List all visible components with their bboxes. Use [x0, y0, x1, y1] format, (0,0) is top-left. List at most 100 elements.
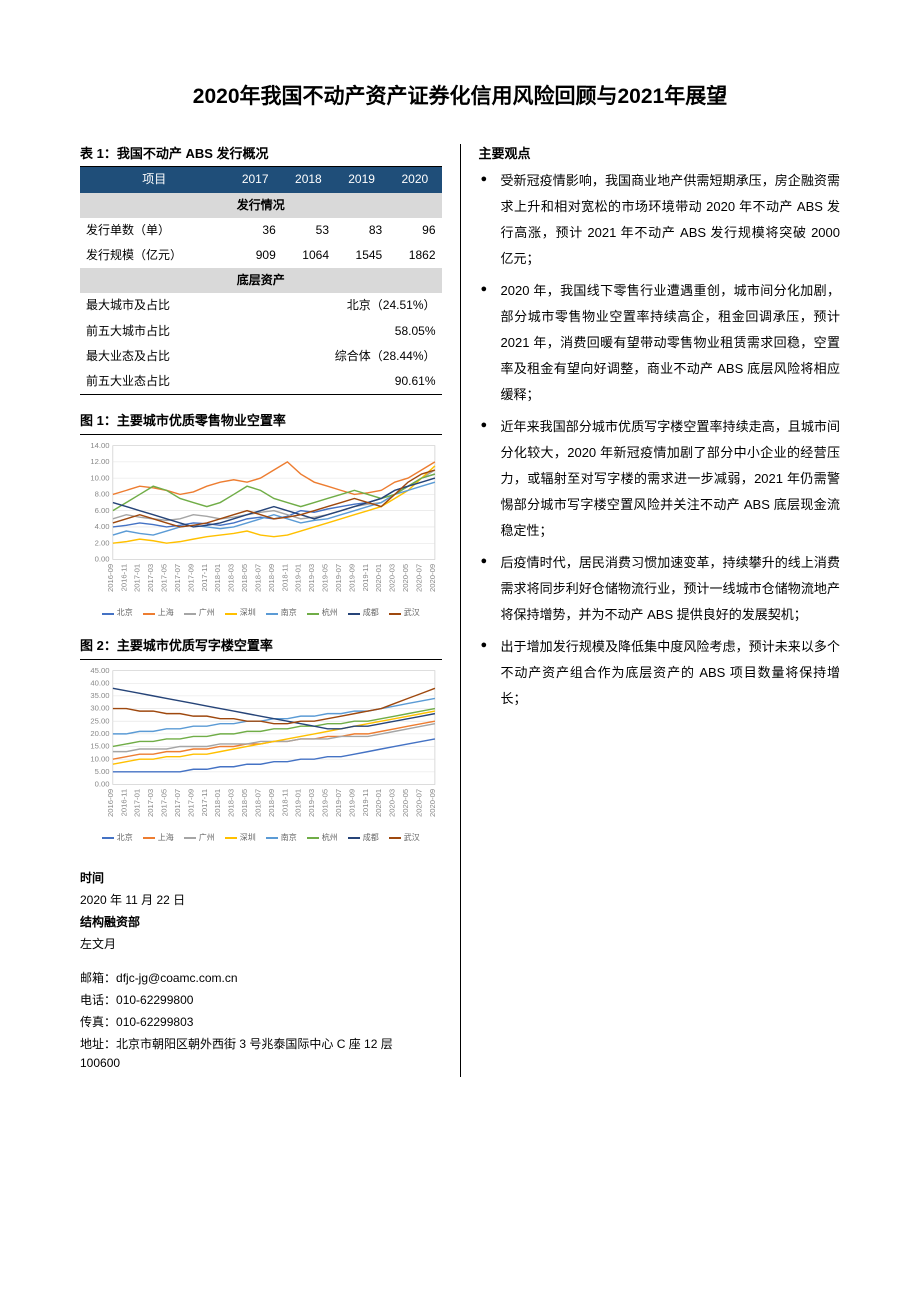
th-2020: 2020 — [388, 167, 441, 192]
svg-text:2017-01: 2017-01 — [133, 789, 142, 817]
table-row: 最大城市及占比北京（24.51%） — [80, 293, 442, 318]
svg-text:2020-05: 2020-05 — [401, 564, 410, 592]
chart1: 0.002.004.006.008.0010.0012.0014.002016-… — [80, 439, 442, 626]
svg-text:2019-07: 2019-07 — [334, 564, 343, 592]
svg-text:2019-09: 2019-09 — [347, 789, 356, 817]
viewpoints-list: 受新冠疫情影响，我国商业地产供需短期承压，房企融资需求上升和相对宽松的市场环境带… — [479, 168, 841, 712]
page-title: 2020年我国不动产资产证券化信用风险回顾与2021年展望 — [80, 80, 840, 114]
svg-text:15.00: 15.00 — [90, 741, 109, 750]
svg-text:2016-09: 2016-09 — [106, 564, 115, 592]
legend-item: 深圳 — [225, 832, 256, 845]
svg-text:35.00: 35.00 — [90, 691, 109, 700]
row-label: 前五大城市占比 — [80, 319, 229, 344]
legend-item: 上海 — [143, 832, 174, 845]
svg-text:10.00: 10.00 — [90, 473, 109, 482]
svg-text:2018-09: 2018-09 — [267, 564, 276, 592]
svg-text:2019-01: 2019-01 — [294, 789, 303, 817]
addr-label: 地址： — [80, 1037, 116, 1051]
svg-text:2018-07: 2018-07 — [253, 789, 262, 817]
cell: 1862 — [388, 243, 441, 268]
svg-text:2019-03: 2019-03 — [307, 564, 316, 592]
legend-item: 南京 — [266, 607, 297, 620]
svg-text:2018-03: 2018-03 — [227, 789, 236, 817]
svg-text:8.00: 8.00 — [95, 489, 110, 498]
chart-legend: 北京上海广州深圳南京杭州成都武汉 — [80, 603, 442, 626]
svg-text:2018-03: 2018-03 — [227, 564, 236, 592]
svg-text:2017-11: 2017-11 — [200, 564, 209, 592]
chart1-caption: 图 1：主要城市优质零售物业空置率 — [80, 411, 442, 435]
legend-item: 北京 — [102, 607, 133, 620]
legend-item: 成都 — [348, 832, 379, 845]
row-label: 前五大业态占比 — [80, 369, 229, 395]
svg-text:2017-01: 2017-01 — [133, 564, 142, 592]
svg-text:2016-09: 2016-09 — [106, 789, 115, 817]
table1: 项目 2017 2018 2019 2020 发行情况发行单数（单）365383… — [80, 167, 442, 395]
viewpoints-heading: 主要观点 — [479, 144, 841, 165]
svg-text:2018-01: 2018-01 — [213, 789, 222, 817]
svg-text:2018-05: 2018-05 — [240, 789, 249, 817]
table-row: 前五大业态占比90.61% — [80, 369, 442, 395]
th-2019: 2019 — [335, 167, 388, 192]
addr-line: 地址：北京市朝阳区朝外西街 3 号兆泰国际中心 C 座 12 层 100600 — [80, 1035, 442, 1073]
svg-text:12.00: 12.00 — [90, 457, 109, 466]
svg-text:2019-05: 2019-05 — [321, 564, 330, 592]
legend-item: 武汉 — [389, 832, 420, 845]
svg-text:2020-03: 2020-03 — [388, 789, 397, 817]
svg-text:2017-07: 2017-07 — [173, 564, 182, 592]
fax-line: 传真：010-62299803 — [80, 1013, 442, 1032]
legend-item: 成都 — [348, 607, 379, 620]
svg-text:6.00: 6.00 — [95, 506, 110, 515]
svg-text:2016-11: 2016-11 — [119, 789, 128, 817]
svg-text:2017-07: 2017-07 — [173, 789, 182, 817]
section2-title: 底层资产 — [80, 268, 442, 293]
two-column-layout: 表 1：我国不动产 ABS 发行概况 项目 2017 2018 2019 202… — [80, 144, 840, 1077]
cell: 83 — [335, 218, 388, 243]
svg-text:2018-01: 2018-01 — [213, 564, 222, 592]
svg-text:25.00: 25.00 — [90, 716, 109, 725]
svg-text:2020-09: 2020-09 — [428, 564, 437, 592]
email-label: 邮箱： — [80, 971, 116, 985]
viewpoint-item: 出于增加发行规模及降低集中度风险考虑，预计未来以多个不动产资产组合作为底层资产的… — [479, 634, 841, 712]
svg-text:0.00: 0.00 — [95, 555, 110, 564]
table-row: 发行规模（亿元）909106415451862 — [80, 243, 442, 268]
cell-merged: 北京（24.51%） — [229, 293, 442, 318]
svg-text:2020-09: 2020-09 — [428, 789, 437, 817]
table-row: 前五大城市占比58.05% — [80, 319, 442, 344]
svg-text:2017-11: 2017-11 — [200, 789, 209, 817]
cell: 1064 — [282, 243, 335, 268]
cell: 36 — [229, 218, 282, 243]
svg-text:14.00: 14.00 — [90, 441, 109, 450]
svg-text:2020-03: 2020-03 — [388, 564, 397, 592]
phone-label: 电话： — [80, 993, 116, 1007]
svg-text:10.00: 10.00 — [90, 754, 109, 763]
email-value: dfjc-jg@coamc.com.cn — [116, 971, 238, 985]
table-row: 发行单数（单）36538396 — [80, 218, 442, 243]
svg-text:2019-11: 2019-11 — [361, 789, 370, 817]
svg-text:20.00: 20.00 — [90, 729, 109, 738]
svg-text:2020-01: 2020-01 — [374, 789, 383, 817]
th-2017: 2017 — [229, 167, 282, 192]
svg-text:2017-09: 2017-09 — [186, 789, 195, 817]
svg-text:2018-11: 2018-11 — [280, 789, 289, 817]
svg-text:2017-09: 2017-09 — [186, 564, 195, 592]
row-label: 最大城市及占比 — [80, 293, 229, 318]
viewpoint-item: 2020 年，我国线下零售行业遭遇重创，城市间分化加剧，部分城市零售物业空置率持… — [479, 278, 841, 408]
svg-text:4.00: 4.00 — [95, 522, 110, 531]
chart2: 0.005.0010.0015.0020.0025.0030.0035.0040… — [80, 664, 442, 851]
legend-item: 广州 — [184, 832, 215, 845]
row-label: 最大业态及占比 — [80, 344, 229, 369]
svg-text:2019-05: 2019-05 — [321, 789, 330, 817]
svg-text:2019-01: 2019-01 — [294, 564, 303, 592]
addr-value: 北京市朝阳区朝外西街 3 号兆泰国际中心 C 座 12 层 100600 — [80, 1037, 405, 1070]
row-label: 发行单数（单） — [80, 218, 229, 243]
th-item: 项目 — [80, 167, 229, 192]
fax-label: 传真： — [80, 1015, 116, 1029]
viewpoint-item: 近年来我国部分城市优质写字楼空置率持续走高，且城市间分化较大，2020 年新冠疫… — [479, 414, 841, 544]
legend-item: 深圳 — [225, 607, 256, 620]
section1-title: 发行情况 — [80, 193, 442, 218]
svg-text:30.00: 30.00 — [90, 704, 109, 713]
phone-line: 电话：010-62299800 — [80, 991, 442, 1010]
author: 左文月 — [80, 935, 442, 954]
legend-item: 北京 — [102, 832, 133, 845]
phone-value: 010-62299800 — [116, 993, 193, 1007]
